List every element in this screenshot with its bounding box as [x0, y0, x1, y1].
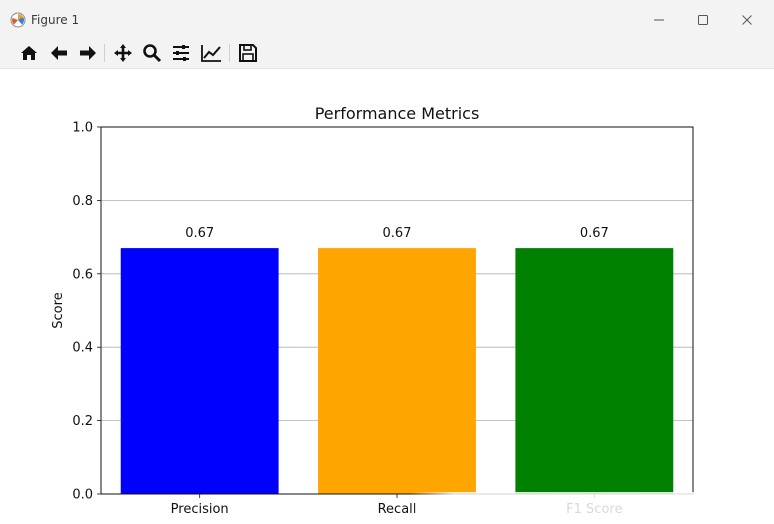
forward-button[interactable] — [77, 42, 99, 64]
save-button[interactable] — [237, 42, 259, 64]
figure-canvas[interactable]: 0.0 0.2 0.4 0.6 0.8 1.0 0.67 Precision 0.67 Recal… — [0, 69, 774, 524]
y-axis-label: Score — [51, 292, 66, 328]
pan-button[interactable] — [112, 42, 134, 64]
toolbar-separator — [104, 44, 105, 62]
zoom-icon — [143, 44, 162, 63]
maximize-button[interactable] — [689, 9, 717, 31]
subplots-button[interactable] — [170, 42, 192, 64]
maximize-icon — [698, 15, 708, 25]
close-button[interactable] — [733, 9, 761, 31]
back-button[interactable] — [48, 42, 70, 64]
y-tick-label: 0.4 — [72, 341, 93, 356]
subplots-icon — [173, 45, 189, 61]
x-tick-label: Precision — [171, 502, 229, 517]
bar-value-label: 0.67 — [383, 226, 412, 241]
bar-chart: 0.0 0.2 0.4 0.6 0.8 1.0 0.67 Precision 0.67 Recal… — [51, 104, 694, 517]
minimize-button[interactable] — [645, 9, 673, 31]
forward-arrow-icon — [80, 46, 96, 60]
edit-axis-button[interactable] — [200, 42, 222, 64]
bar-recall — [318, 248, 476, 494]
window-title: Figure 1 — [31, 13, 80, 27]
home-icon — [21, 46, 37, 60]
back-arrow-icon — [51, 46, 67, 60]
chart-title: Performance Metrics — [315, 104, 480, 123]
axes-frame — [100, 126, 694, 495]
bar-precision — [120, 248, 279, 494]
bar-f1-score — [515, 248, 674, 494]
x-tick-label: Recall — [378, 502, 417, 517]
matplotlib-app-icon — [10, 12, 26, 28]
minimize-icon — [654, 19, 664, 21]
save-icon — [239, 44, 257, 62]
bar-value-label: 0.67 — [580, 226, 609, 241]
y-tick-label: 0.2 — [72, 414, 93, 429]
home-button[interactable] — [18, 42, 40, 64]
close-icon — [742, 15, 752, 25]
edit-axis-icon — [201, 45, 221, 62]
navigation-toolbar — [0, 38, 774, 69]
y-tick-label: 0.0 — [72, 488, 93, 503]
window-titlebar: Figure 1 — [0, 0, 774, 38]
zoom-button[interactable] — [141, 42, 163, 64]
y-tick-label: 0.6 — [72, 267, 93, 282]
pan-icon — [114, 44, 132, 62]
bar-value-label: 0.67 — [185, 226, 214, 241]
watermark-overlay — [410, 492, 774, 524]
y-tick-label: 1.0 — [72, 121, 93, 136]
y-tick-label: 0.8 — [72, 194, 93, 209]
toolbar-separator — [229, 44, 230, 62]
